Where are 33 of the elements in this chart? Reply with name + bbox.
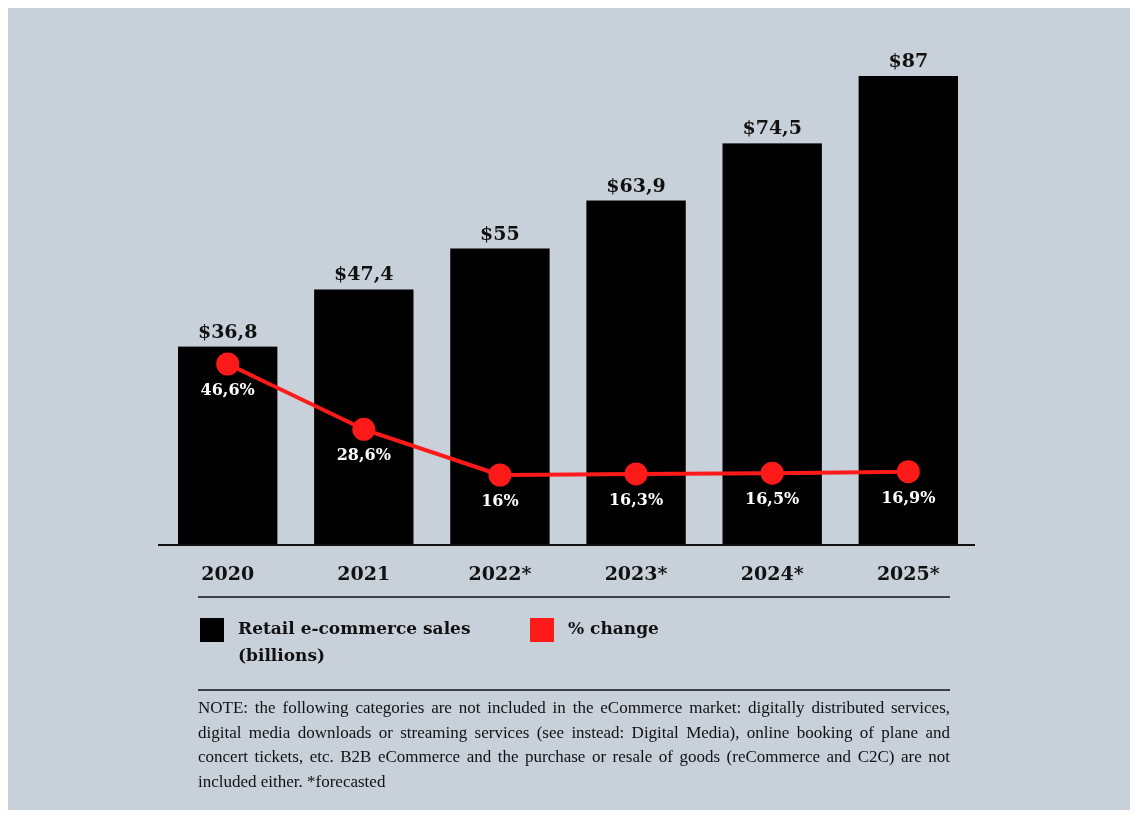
- point: [352, 417, 376, 441]
- data-label: 16%: [481, 491, 519, 510]
- bar: [178, 346, 278, 545]
- point: [624, 462, 648, 486]
- bar: [314, 289, 414, 545]
- bar: [450, 248, 550, 545]
- x-tick-label: 2025*: [876, 562, 940, 584]
- data-label: $63,9: [606, 173, 666, 196]
- point: [488, 463, 512, 487]
- legend-label: Retail e-commerce sales (billions): [238, 617, 472, 667]
- data-label: $74,5: [742, 116, 802, 139]
- bar: [858, 76, 958, 545]
- data-label: 46,6%: [200, 380, 255, 399]
- x-tick-label: 2020: [201, 562, 255, 584]
- x-tick-label: 2021: [337, 562, 391, 584]
- bar: [586, 200, 686, 545]
- data-label: $87: [888, 49, 929, 71]
- data-label: 16,9%: [881, 487, 936, 507]
- point: [216, 352, 240, 376]
- legend-label: % change: [568, 617, 660, 640]
- point: [896, 460, 920, 484]
- data-label: 16,3%: [608, 489, 664, 509]
- data-label: $36,8: [197, 319, 258, 342]
- data-label: 28,6%: [336, 445, 391, 465]
- text: NOTE: the following categories are not included in the eCommerce market: digitally distributed services, digital media downloads or streaming services (see instead: Digital Media), online booking of plane and concert tickets, etc. B2B eCommerce and the purchase or resale of goods (reCommerce and C2C) are not included either. *forecasted: [198, 697, 950, 793]
- data-label: 16,5%: [745, 489, 800, 509]
- x-tick-label: 2024*: [740, 562, 804, 584]
- bar: [722, 143, 822, 545]
- point: [760, 461, 784, 485]
- x-tick-label: 2023*: [604, 562, 668, 584]
- data-label: $55: [480, 221, 520, 244]
- x-tick-label: 2022*: [468, 562, 532, 584]
- data-label: $47,4: [334, 262, 394, 285]
